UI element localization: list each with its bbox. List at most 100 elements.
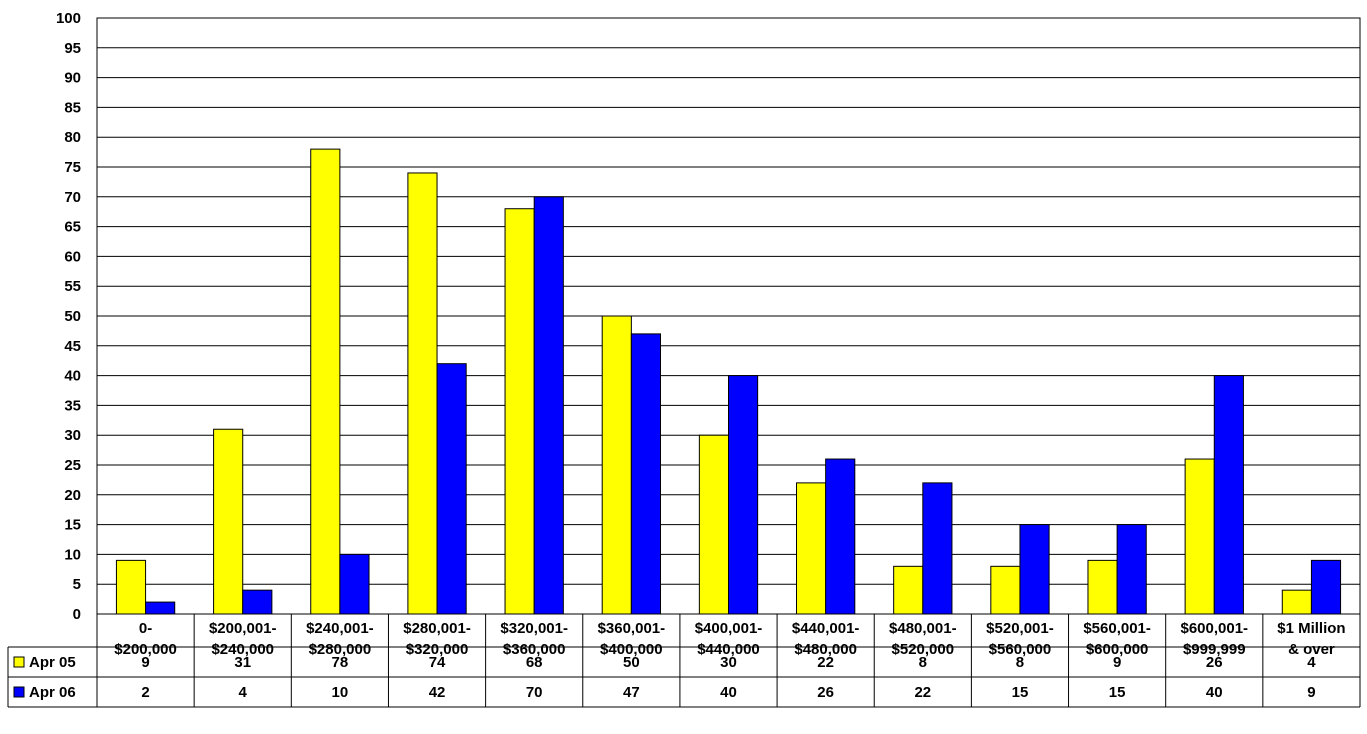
- category-label: 0-: [139, 620, 152, 637]
- data-table-value: 50: [623, 654, 640, 671]
- y-tick-label: 40: [64, 368, 81, 385]
- y-tick-label: 10: [64, 546, 81, 563]
- bar-apr05: [698, 434, 729, 615]
- y-tick-label: 50: [64, 308, 81, 325]
- bar-apr05: [115, 559, 147, 615]
- data-table-value: 31: [234, 654, 251, 671]
- category-label: $360,001-: [598, 620, 666, 637]
- gridlines: [96, 17, 1361, 615]
- bar-apr05: [213, 428, 244, 615]
- bar-apr05: [796, 482, 827, 615]
- category-label: $440,001-: [792, 620, 860, 637]
- legend-label: Apr 06: [29, 684, 76, 701]
- bar-apr05: [407, 172, 438, 615]
- bar-apr06: [533, 196, 564, 615]
- bar-apr05: [310, 148, 341, 615]
- data-table-value: 78: [332, 654, 349, 671]
- category-label: $240,000: [211, 641, 274, 658]
- bar-apr06: [145, 601, 176, 615]
- legend-key-apr06: [13, 686, 25, 698]
- data-table-value: 8: [1016, 654, 1024, 671]
- data-table-value: 26: [817, 684, 834, 701]
- category-label: $280,001-: [403, 620, 471, 637]
- category-label: $280,000: [309, 641, 372, 658]
- y-tick-label: 65: [64, 219, 81, 236]
- data-table-value: 74: [429, 654, 446, 671]
- data-table-value: 9: [141, 654, 149, 671]
- y-tick-label: 70: [64, 189, 81, 206]
- legend-label: Apr 05: [29, 654, 76, 671]
- category-label: $400,000: [600, 641, 663, 658]
- bar-apr05: [1184, 458, 1215, 615]
- category-label: $320,000: [406, 641, 469, 658]
- category-label: $520,000: [892, 641, 955, 658]
- data-table-value: 22: [914, 684, 931, 701]
- data-table-value: 10: [332, 684, 349, 701]
- bar-apr05: [893, 565, 924, 615]
- category-label: $1 Million: [1277, 620, 1345, 637]
- category-label: $600,001-: [1180, 620, 1248, 637]
- category-label: $600,000: [1086, 641, 1149, 658]
- data-table-value: 47: [623, 684, 640, 701]
- bar-apr05: [504, 208, 535, 615]
- bar-apr06: [1116, 524, 1147, 615]
- data-table-value: 9: [1307, 684, 1315, 701]
- category-label: & over: [1288, 641, 1335, 658]
- data-table-value: 68: [526, 654, 543, 671]
- data-table-value: 15: [1012, 684, 1029, 701]
- y-tick-label: 30: [64, 427, 81, 444]
- data-table-value: 22: [817, 654, 834, 671]
- data-table-value: 40: [720, 684, 737, 701]
- data-table-value: 2: [141, 684, 149, 701]
- y-tick-label: 75: [64, 159, 81, 176]
- y-tick-label: 20: [64, 487, 81, 504]
- data-table-value: 8: [919, 654, 927, 671]
- category-label: $400,001-: [695, 620, 763, 637]
- category-label: $999,999: [1183, 641, 1246, 658]
- bar-apr06: [1310, 559, 1342, 615]
- bar-apr06: [922, 482, 953, 615]
- y-tick-label: 25: [64, 457, 81, 474]
- data-table-value: 30: [720, 654, 737, 671]
- category-label: $480,000: [794, 641, 857, 658]
- data-table-value: 4: [239, 684, 248, 701]
- category-label: $200,001-: [209, 620, 277, 637]
- y-tick-label: 85: [64, 99, 81, 116]
- data-table-value: 70: [526, 684, 543, 701]
- category-label: $480,001-: [889, 620, 957, 637]
- y-tick-label: 5: [73, 576, 81, 593]
- y-tick-label: 0: [73, 606, 81, 623]
- bar-apr06: [1019, 524, 1050, 615]
- bar-apr06: [825, 458, 856, 615]
- category-label: $200,000: [114, 641, 177, 658]
- bar-apr06: [1213, 375, 1244, 615]
- y-tick-label: 80: [64, 129, 81, 146]
- y-tick-label: 100: [56, 10, 81, 27]
- bar-apr06: [728, 375, 759, 615]
- y-tick-label: 60: [64, 248, 81, 265]
- category-label: $560,000: [989, 641, 1052, 658]
- y-tick-label: 45: [64, 338, 81, 355]
- category-label: $360,000: [503, 641, 566, 658]
- bar-apr06: [436, 363, 467, 615]
- category-label: $560,001-: [1083, 620, 1151, 637]
- data-table: 0- $200,000 $200,001- $240,000 $240,001- $280…: [7, 614, 1361, 708]
- y-tick-label: 15: [64, 517, 81, 534]
- data-table-value: 15: [1109, 684, 1126, 701]
- y-axis-ticks: 0 5 10 15 20 25 30 35 40 45 50 55 60 65 70 75 80 85 90 95 10…: [56, 10, 81, 623]
- y-tick-label: 90: [64, 70, 81, 87]
- bar-apr05: [601, 315, 632, 615]
- bar-apr05: [1087, 559, 1118, 615]
- category-label: $320,001-: [500, 620, 568, 637]
- data-table-value: 4: [1307, 654, 1316, 671]
- bar-apr06: [242, 589, 273, 615]
- bar-apr05: [990, 565, 1021, 615]
- category-label: $240,001-: [306, 620, 374, 637]
- bar-apr05: [1281, 589, 1312, 615]
- category-label: $520,001-: [986, 620, 1054, 637]
- data-table-value: 9: [1113, 654, 1121, 671]
- data-table-value: 42: [429, 684, 446, 701]
- data-table-value: 40: [1206, 684, 1223, 701]
- bars: [115, 148, 1342, 615]
